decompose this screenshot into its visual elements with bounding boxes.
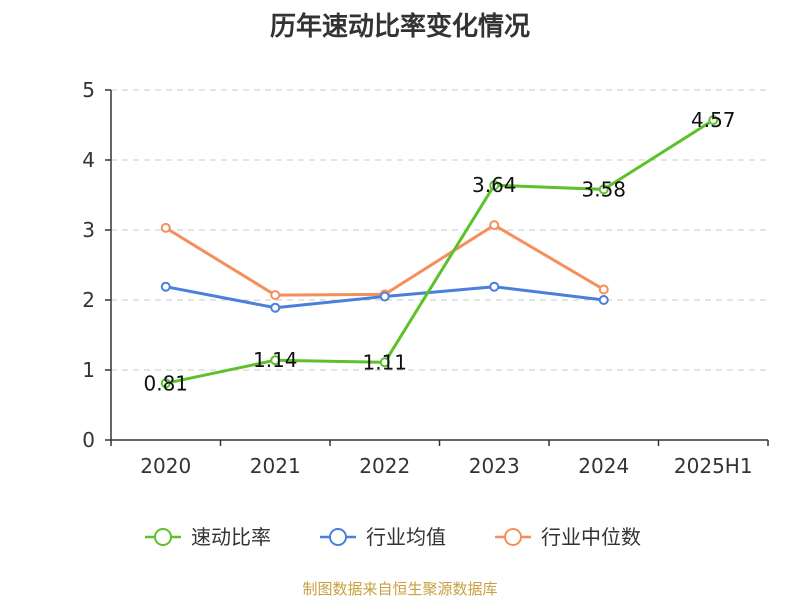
x-tick-label: 2022 — [359, 454, 410, 478]
series-line — [165, 118, 715, 385]
axis-layer: 0 1 2 3 4 5 2020 2021 2022 2023 2024 2025H1 — [82, 78, 769, 478]
data-point — [598, 184, 609, 195]
x-tick-label: 2020 — [140, 454, 191, 478]
data-label-layer: 0.81 1.14 1.11 3.64 3.58 4.57 — [143, 108, 735, 395]
data-label: 1.11 — [362, 350, 407, 374]
x-tick-label: 2024 — [578, 454, 629, 478]
y-tick-label: 3 — [82, 218, 95, 242]
x-tick-label: 2023 — [469, 454, 520, 478]
y-tick-label: 0 — [82, 428, 95, 452]
data-point — [160, 222, 171, 233]
y-tick-label: 2 — [82, 288, 95, 312]
data-point — [489, 281, 500, 292]
legend-marker — [154, 528, 172, 546]
data-label: 3.58 — [581, 177, 626, 201]
data-point — [489, 220, 500, 231]
legend-label: 行业均值 — [366, 525, 446, 549]
data-point — [270, 355, 281, 366]
legend-marker — [329, 528, 347, 546]
grid-layer — [111, 89, 768, 371]
data-label: 3.64 — [472, 173, 517, 197]
data-point — [160, 378, 171, 389]
data-point — [270, 302, 281, 313]
legend: 速动比率 行业均值 行业中位数 — [145, 525, 641, 549]
data-point — [270, 290, 281, 301]
data-point — [160, 281, 171, 292]
legend-label: 速动比率 — [191, 525, 271, 549]
y-tick-label: 4 — [82, 148, 95, 172]
data-point — [489, 180, 500, 191]
source-note: 制图数据来自恒生聚源数据库 — [302, 580, 498, 598]
y-tick-label: 5 — [82, 78, 95, 102]
data-label: 0.81 — [143, 371, 188, 395]
data-point — [379, 357, 390, 368]
x-tick-label: 2021 — [250, 454, 301, 478]
legend-label: 行业中位数 — [541, 525, 641, 549]
x-tick-label: 2025H1 — [674, 454, 753, 478]
y-tick-label: 1 — [82, 358, 95, 382]
data-label: 4.57 — [691, 108, 736, 132]
legend-item: 行业均值 — [320, 525, 446, 549]
data-label: 1.14 — [253, 348, 298, 372]
data-point — [598, 295, 609, 305]
data-point — [708, 115, 719, 126]
data-point — [598, 284, 609, 295]
legend-item: 速动比率 — [145, 525, 271, 549]
series-layer — [160, 115, 719, 389]
chart-title: 历年速动比率变化情况 — [269, 12, 530, 42]
legend-item: 行业中位数 — [495, 525, 641, 549]
data-point — [379, 291, 390, 302]
legend-marker — [504, 528, 522, 546]
series-line — [164, 223, 605, 297]
